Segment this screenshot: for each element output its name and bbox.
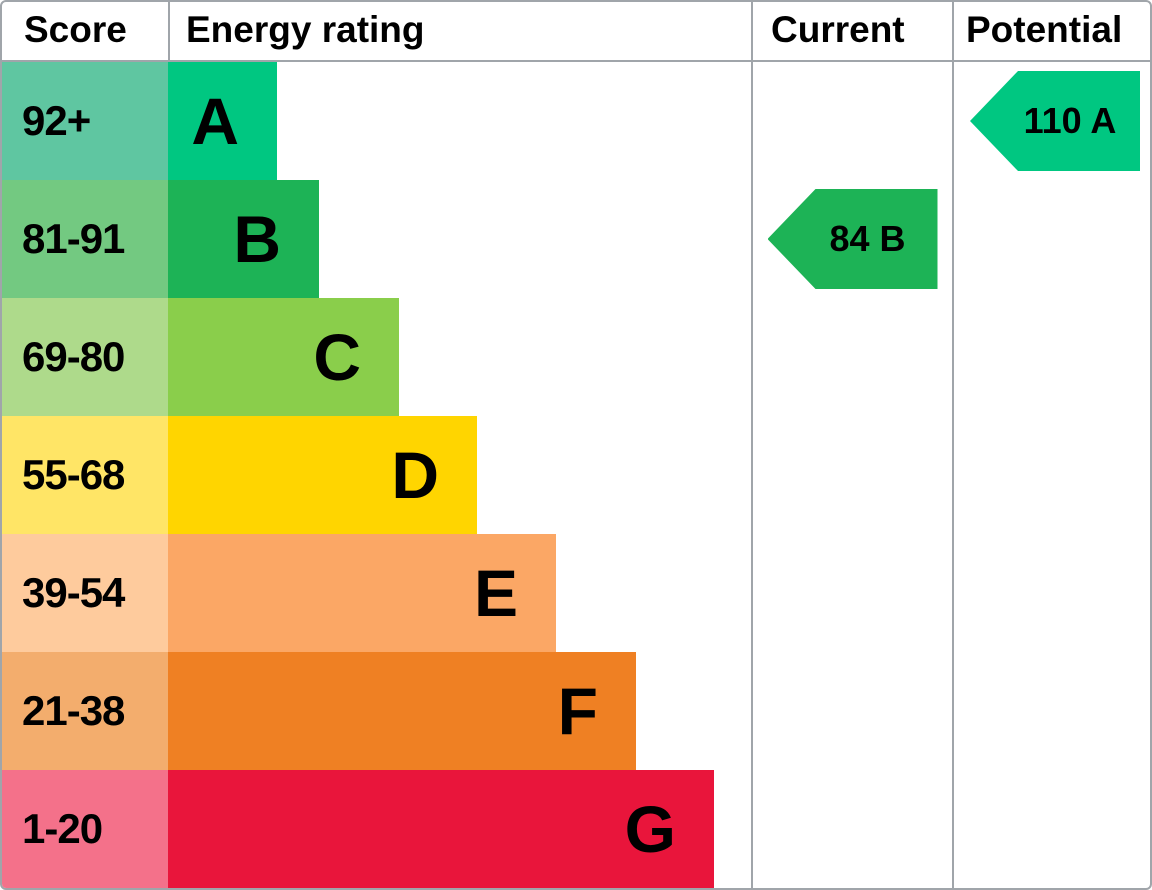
potential-rating-arrow: 110 A xyxy=(970,71,1140,171)
current-rating-label: 84 B xyxy=(829,218,906,259)
bar-track-a: A xyxy=(168,62,751,180)
header-energy-rating-label: Energy rating xyxy=(186,9,425,50)
current-cell-e xyxy=(751,534,952,652)
potential-cell-f xyxy=(952,652,1150,770)
band-row-b: 81-91 B 84 B xyxy=(2,180,1150,298)
band-row-c: 69-80 C xyxy=(2,298,1150,416)
band-row-f: 21-38 F xyxy=(2,652,1150,770)
potential-rating-label: 110 A xyxy=(1023,100,1117,141)
score-range-a: 92+ xyxy=(2,62,168,180)
band-letter-b: B xyxy=(233,202,281,276)
score-range-f: 21-38 xyxy=(2,652,168,770)
band-row-g: 1-20 G xyxy=(2,770,1150,888)
score-range-c: 69-80 xyxy=(2,298,168,416)
bar-track-f: F xyxy=(168,652,751,770)
potential-cell-a: 110 A xyxy=(952,62,1150,180)
band-letter-a: A xyxy=(191,84,239,158)
current-rating-arrow: 84 B xyxy=(767,189,938,289)
potential-cell-e xyxy=(952,534,1150,652)
current-cell-d xyxy=(751,416,952,534)
potential-cell-g xyxy=(952,770,1150,888)
band-bar-f: F xyxy=(168,652,636,770)
current-cell-g xyxy=(751,770,952,888)
header-score-label: Score xyxy=(2,2,170,60)
band-letter-f: F xyxy=(557,674,598,748)
band-bar-g: G xyxy=(168,770,714,888)
header-row: Score Energy rating Current Potential xyxy=(2,2,1150,62)
bar-track-e: E xyxy=(168,534,751,652)
score-range-d: 55-68 xyxy=(2,416,168,534)
band-row-a: 92+ A 110 A xyxy=(2,62,1150,180)
score-range-g: 1-20 xyxy=(2,770,168,888)
band-bar-b: B xyxy=(168,180,319,298)
band-bar-d: D xyxy=(168,416,477,534)
band-row-e: 39-54 E xyxy=(2,534,1150,652)
band-letter-e: E xyxy=(473,556,518,630)
current-cell-c xyxy=(751,298,952,416)
potential-cell-c xyxy=(952,298,1150,416)
header-current-label: Current xyxy=(751,2,952,60)
band-row-d: 55-68 D xyxy=(2,416,1150,534)
header-potential-label: Potential xyxy=(952,2,1150,60)
band-bar-a: A xyxy=(168,62,277,180)
band-letter-c: C xyxy=(313,320,361,394)
potential-cell-d xyxy=(952,416,1150,534)
band-letter-g: G xyxy=(624,792,676,866)
potential-cell-b xyxy=(952,180,1150,298)
bar-track-c: C xyxy=(168,298,751,416)
band-letter-d: D xyxy=(391,438,439,512)
score-range-b: 81-91 xyxy=(2,180,168,298)
band-bar-e: E xyxy=(168,534,556,652)
bar-track-g: G xyxy=(168,770,751,888)
current-cell-b: 84 B xyxy=(751,180,952,298)
bar-track-b: B xyxy=(168,180,751,298)
score-range-e: 39-54 xyxy=(2,534,168,652)
bar-track-d: D xyxy=(168,416,751,534)
current-cell-f xyxy=(751,652,952,770)
band-bar-c: C xyxy=(168,298,399,416)
current-cell-a xyxy=(751,62,952,180)
